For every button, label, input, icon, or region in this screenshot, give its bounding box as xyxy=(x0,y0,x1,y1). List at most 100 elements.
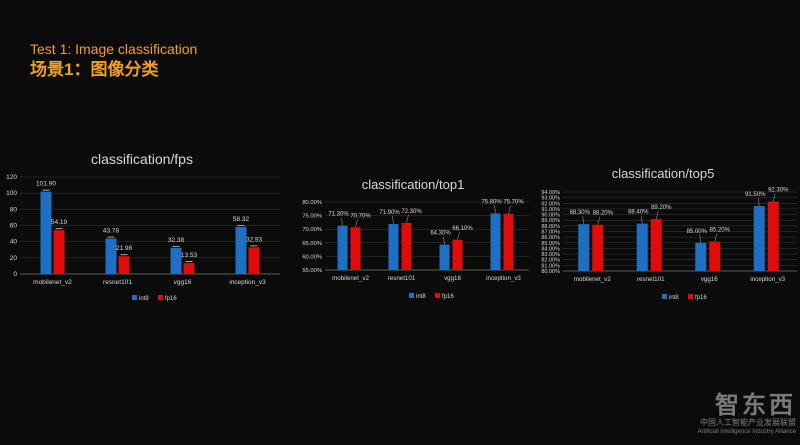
data-label-int8: 75.80% xyxy=(481,199,502,205)
y-tick-label: 87.00% xyxy=(541,230,560,236)
y-tick-label: 93.00% xyxy=(541,196,560,202)
y-tick-label: 120 xyxy=(6,174,17,181)
y-tick-label: 20 xyxy=(10,255,18,262)
watermark: 智东西 中国人工智能产业发展联盟 Artificial Intelligence… xyxy=(672,392,796,438)
bar-int8-resnet101 xyxy=(105,238,117,274)
label-leader xyxy=(656,211,659,220)
chart-title: classification/top1 xyxy=(362,177,465,192)
label-leader xyxy=(341,217,343,226)
bar-fp16-mobilenet_v2 xyxy=(350,227,361,270)
data-label-fp16: 54.19 xyxy=(51,219,68,226)
bar-fp16-vgg16 xyxy=(183,263,195,274)
bar-fp16-vgg16 xyxy=(709,241,721,271)
label-leader xyxy=(355,219,358,228)
bar-fp16-inception_v3 xyxy=(503,213,514,270)
y-tick-label: 90.00% xyxy=(541,213,560,219)
x-tick-label: vgg16 xyxy=(444,275,461,282)
bar-fp16-resnet101 xyxy=(401,222,412,270)
bar-int8-resnet101 xyxy=(388,224,399,270)
y-tick-label: 75.00% xyxy=(302,214,322,220)
y-tick-label: 100 xyxy=(6,190,17,197)
data-label-fp16: 72.30% xyxy=(401,209,422,215)
data-label-fp16: 13.53 xyxy=(181,252,198,259)
bar-int8-resnet101 xyxy=(636,223,648,271)
legend-label-fp16: fp16 xyxy=(165,296,177,302)
data-label-int8: 71.90% xyxy=(379,210,400,216)
legend-label-int8: int8 xyxy=(669,295,679,301)
x-tick-label: resnet101 xyxy=(637,276,665,283)
y-tick-label: 55.00% xyxy=(302,268,322,274)
legend-label-int8: int8 xyxy=(416,294,426,300)
y-tick-label: 60.00% xyxy=(302,254,322,260)
data-label-fp16: 75.70% xyxy=(503,200,524,206)
watermark-logo: 智东西 xyxy=(715,391,796,419)
y-tick-label: 65.00% xyxy=(302,241,322,247)
chart-fps: classification/fps 0 20 40 60 80 100 120 mobilen… xyxy=(6,151,280,302)
data-label-fp16: 66.10% xyxy=(452,226,473,232)
x-tick-label: mobilenet_v2 xyxy=(33,279,72,286)
bar-fp16-mobilenet_v2 xyxy=(53,230,65,274)
y-tick-label: 82.00% xyxy=(541,258,560,264)
data-label-int8: 85.00% xyxy=(687,229,708,235)
bar-int8-inception_v3 xyxy=(490,213,501,270)
chart-title: classification/top5 xyxy=(612,166,715,181)
data-label-int8: 43.78 xyxy=(103,228,120,235)
bar-fp16-resnet101 xyxy=(650,219,662,271)
label-leader xyxy=(699,234,701,243)
bar-fp16-inception_v3 xyxy=(248,247,260,274)
y-tick-label: 91.00% xyxy=(541,207,560,213)
legend-swatch-fp16 xyxy=(688,294,693,299)
y-tick-label: 85.00% xyxy=(541,241,560,247)
y-tick-label: 40 xyxy=(10,239,18,246)
bar-int8-mobilenet_v2 xyxy=(578,224,590,271)
legend-swatch-int8 xyxy=(132,295,137,300)
label-leader xyxy=(597,216,600,225)
y-tick-label: 83.00% xyxy=(541,252,560,258)
data-label-int8: 64.30% xyxy=(430,231,451,237)
y-tick-label: 84.00% xyxy=(541,246,560,252)
legend-swatch-fp16 xyxy=(435,293,440,298)
bar-fp16-inception_v3 xyxy=(767,201,779,271)
legend-label-fp16: fp16 xyxy=(695,295,707,301)
chart-title: classification/fps xyxy=(91,151,193,167)
legend-label-int8: int8 xyxy=(139,296,149,302)
watermark-en: Artificial Intelligence Industry Allianc… xyxy=(697,429,796,435)
slide-title-en: Test 1: Image classification xyxy=(30,41,198,57)
data-label-fp16: 92.30% xyxy=(768,188,789,194)
label-leader xyxy=(392,216,394,225)
data-label-int8: 101.90 xyxy=(36,181,56,188)
label-leader xyxy=(758,198,760,207)
bar-int8-mobilenet_v2 xyxy=(40,191,52,274)
data-label-int8: 88.30% xyxy=(570,210,591,216)
data-label-fp16: 21.98 xyxy=(116,245,133,252)
chart-top5: classification/top5 80.00%81.00%82.00%83.… xyxy=(541,166,797,301)
x-tick-label: resnet101 xyxy=(103,279,132,286)
bar-int8-inception_v3 xyxy=(235,226,247,274)
label-leader xyxy=(406,214,409,224)
label-leader xyxy=(714,233,717,242)
bar-int8-vgg16 xyxy=(170,247,182,274)
data-label-fp16: 85.20% xyxy=(710,228,731,234)
watermark-cn: 中国人工智能产业发展联盟 xyxy=(700,418,796,427)
data-label-int8: 91.50% xyxy=(745,192,766,198)
label-leader xyxy=(773,193,776,202)
label-leader xyxy=(494,205,496,214)
x-tick-label: inception_v3 xyxy=(229,279,266,286)
data-label-int8: 88.40% xyxy=(628,210,649,216)
y-tick-label: 80.00% xyxy=(302,200,322,206)
data-label-int8: 58.32 xyxy=(233,216,250,223)
y-tick-label: 94.00% xyxy=(541,190,560,196)
data-label-fp16: 32.93 xyxy=(246,236,263,243)
bar-fp16-vgg16 xyxy=(452,239,463,270)
legend-swatch-int8 xyxy=(662,294,667,299)
label-leader xyxy=(508,205,511,214)
bar-int8-vgg16 xyxy=(695,242,707,271)
x-tick-label: mobilenet_v2 xyxy=(574,276,611,283)
label-leader xyxy=(582,216,584,225)
y-tick-label: 89.00% xyxy=(541,218,560,224)
y-tick-label: 80 xyxy=(10,206,18,213)
chart-top1: classification/top1 55.00% 60.00% 65.00% 70.… xyxy=(302,177,529,300)
legend-label-fp16: fp16 xyxy=(442,294,454,300)
data-label-fp16: 70.70% xyxy=(350,213,371,219)
label-leader xyxy=(443,236,445,245)
